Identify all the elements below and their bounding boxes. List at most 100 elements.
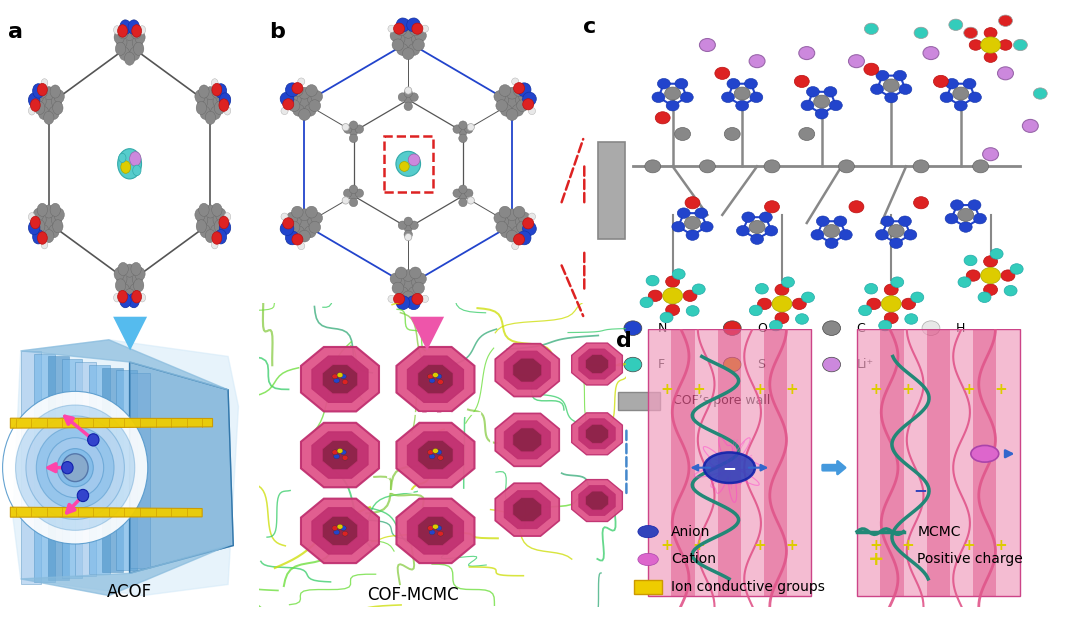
Circle shape xyxy=(212,240,218,249)
Circle shape xyxy=(891,277,904,288)
Circle shape xyxy=(981,267,1000,284)
Circle shape xyxy=(646,276,659,286)
Circle shape xyxy=(355,125,364,133)
Circle shape xyxy=(309,100,321,112)
Bar xyxy=(904,329,927,462)
Circle shape xyxy=(984,28,997,38)
Circle shape xyxy=(497,94,509,106)
Circle shape xyxy=(969,92,982,102)
Circle shape xyxy=(459,185,468,193)
Circle shape xyxy=(118,262,129,276)
Circle shape xyxy=(514,234,525,245)
Circle shape xyxy=(396,287,408,298)
Circle shape xyxy=(134,42,144,56)
Circle shape xyxy=(130,284,140,297)
Circle shape xyxy=(33,85,40,93)
Circle shape xyxy=(459,128,468,136)
Circle shape xyxy=(700,160,715,173)
Circle shape xyxy=(32,83,44,98)
Circle shape xyxy=(288,100,300,112)
Circle shape xyxy=(212,232,221,244)
Circle shape xyxy=(660,312,673,323)
Bar xyxy=(787,329,811,462)
Circle shape xyxy=(308,94,320,106)
Circle shape xyxy=(513,85,525,97)
Text: F: F xyxy=(658,358,665,371)
Circle shape xyxy=(194,208,205,221)
Circle shape xyxy=(421,295,429,303)
Circle shape xyxy=(124,289,135,302)
Circle shape xyxy=(750,221,765,233)
Polygon shape xyxy=(407,507,463,554)
Circle shape xyxy=(393,293,405,305)
Ellipse shape xyxy=(57,449,93,487)
Polygon shape xyxy=(21,340,228,390)
Circle shape xyxy=(50,85,60,98)
Circle shape xyxy=(512,78,518,85)
Circle shape xyxy=(904,229,917,240)
Bar xyxy=(694,329,718,462)
Polygon shape xyxy=(571,343,622,385)
Text: +: + xyxy=(962,382,975,398)
Bar xyxy=(694,462,718,595)
Circle shape xyxy=(408,287,420,298)
Circle shape xyxy=(507,97,518,109)
Circle shape xyxy=(990,248,1003,259)
Circle shape xyxy=(981,37,1000,53)
Circle shape xyxy=(131,262,141,276)
Circle shape xyxy=(403,279,414,291)
Circle shape xyxy=(130,152,141,166)
Circle shape xyxy=(507,219,518,231)
Text: MCMC: MCMC xyxy=(918,525,961,538)
Circle shape xyxy=(52,95,62,108)
Text: +: + xyxy=(995,538,1008,553)
Circle shape xyxy=(205,98,216,111)
Circle shape xyxy=(35,101,45,114)
Circle shape xyxy=(624,357,642,372)
Circle shape xyxy=(432,373,438,377)
Circle shape xyxy=(523,218,534,229)
Circle shape xyxy=(349,198,357,207)
Circle shape xyxy=(43,87,54,100)
Polygon shape xyxy=(301,347,379,411)
Circle shape xyxy=(36,213,46,226)
Circle shape xyxy=(914,27,928,39)
Circle shape xyxy=(118,291,127,303)
Bar xyxy=(598,142,625,239)
Polygon shape xyxy=(35,354,55,583)
Circle shape xyxy=(415,273,427,285)
Circle shape xyxy=(342,532,348,536)
Circle shape xyxy=(459,121,468,130)
Circle shape xyxy=(404,230,413,239)
Circle shape xyxy=(735,100,748,111)
Circle shape xyxy=(52,213,62,226)
Circle shape xyxy=(216,90,226,103)
Circle shape xyxy=(453,189,461,197)
Text: O: O xyxy=(757,322,767,334)
Text: ▼: ▼ xyxy=(409,310,444,353)
Circle shape xyxy=(769,320,782,331)
Circle shape xyxy=(529,95,537,102)
Bar xyxy=(858,329,880,462)
Ellipse shape xyxy=(15,405,135,530)
Circle shape xyxy=(807,87,820,97)
Circle shape xyxy=(796,313,809,324)
Circle shape xyxy=(118,149,141,179)
Polygon shape xyxy=(312,356,368,403)
Circle shape xyxy=(28,106,36,115)
Circle shape xyxy=(724,357,741,372)
Circle shape xyxy=(512,104,524,116)
Circle shape xyxy=(700,39,715,51)
Circle shape xyxy=(224,224,231,233)
Bar xyxy=(672,462,694,595)
Circle shape xyxy=(675,78,688,89)
Circle shape xyxy=(37,85,48,98)
Circle shape xyxy=(464,125,473,133)
Circle shape xyxy=(437,456,444,460)
Circle shape xyxy=(337,449,343,453)
Circle shape xyxy=(407,18,420,32)
Circle shape xyxy=(404,224,413,232)
Circle shape xyxy=(281,213,288,221)
Circle shape xyxy=(429,454,435,459)
Circle shape xyxy=(28,95,36,103)
